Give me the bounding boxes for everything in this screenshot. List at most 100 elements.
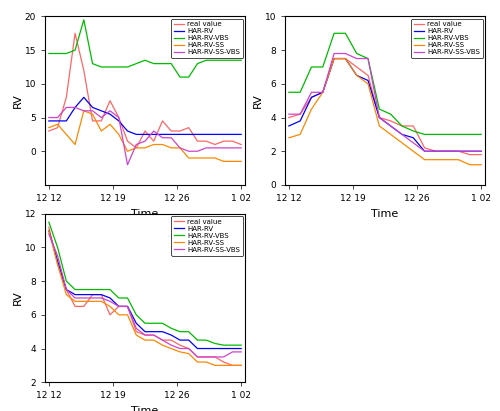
HAR-RV bbox=[203, 346, 209, 351]
real value bbox=[116, 115, 122, 120]
HAR-RV bbox=[98, 292, 104, 297]
HAR-RV-VBS bbox=[81, 17, 87, 22]
HAR-RV-SS bbox=[388, 132, 394, 137]
HAR-RV-SS bbox=[194, 155, 200, 160]
HAR-RV-SS-VBS bbox=[90, 109, 96, 113]
HAR-RV bbox=[230, 132, 235, 137]
HAR-RV bbox=[168, 132, 174, 137]
HAR-RV-VBS bbox=[186, 75, 192, 80]
real value bbox=[230, 363, 235, 368]
HAR-RV-SS bbox=[98, 299, 104, 304]
HAR-RV-VBS bbox=[98, 65, 104, 69]
HAR-RV-SS bbox=[286, 135, 292, 140]
HAR-RV-SS bbox=[54, 262, 60, 267]
real value bbox=[422, 145, 428, 150]
HAR-RV-SS bbox=[124, 312, 130, 317]
HAR-RV-SS-VBS bbox=[399, 132, 405, 137]
HAR-RV-SS-VBS bbox=[134, 326, 140, 331]
HAR-RV-VBS bbox=[46, 219, 52, 224]
X-axis label: Time: Time bbox=[132, 208, 158, 219]
HAR-RV-VBS bbox=[98, 287, 104, 292]
Line: HAR-RV-VBS: HAR-RV-VBS bbox=[49, 20, 241, 77]
HAR-RV-SS bbox=[230, 159, 235, 164]
real value bbox=[456, 149, 462, 154]
Line: real value: real value bbox=[49, 227, 241, 365]
HAR-RV-SS bbox=[134, 145, 140, 150]
real value bbox=[168, 338, 174, 343]
HAR-RV-SS-VBS bbox=[177, 145, 183, 150]
real value bbox=[177, 129, 183, 134]
HAR-RV-SS-VBS bbox=[64, 105, 70, 110]
HAR-RV-SS bbox=[456, 157, 462, 162]
HAR-RV bbox=[212, 132, 218, 137]
HAR-RV-SS bbox=[160, 343, 166, 348]
HAR-RV-SS-VBS bbox=[297, 112, 303, 117]
HAR-RV-SS-VBS bbox=[160, 338, 166, 343]
HAR-RV-SS bbox=[64, 132, 70, 137]
real value bbox=[220, 360, 226, 365]
Y-axis label: RV: RV bbox=[253, 93, 263, 108]
HAR-RV bbox=[107, 112, 113, 117]
real value bbox=[376, 115, 382, 120]
HAR-RV-SS bbox=[116, 132, 122, 137]
real value bbox=[410, 123, 416, 128]
HAR-RV-VBS bbox=[194, 61, 200, 66]
HAR-RV-VBS bbox=[478, 132, 484, 137]
real value bbox=[186, 125, 192, 130]
real value bbox=[286, 115, 292, 120]
real value bbox=[142, 332, 148, 337]
Line: HAR-RV-VBS: HAR-RV-VBS bbox=[289, 33, 481, 134]
Line: HAR-RV: HAR-RV bbox=[289, 58, 481, 151]
HAR-RV-SS bbox=[124, 149, 130, 154]
real value bbox=[238, 142, 244, 147]
HAR-RV-SS-VBS bbox=[467, 149, 473, 154]
HAR-RV-SS bbox=[46, 125, 52, 130]
HAR-RV-SS bbox=[376, 123, 382, 128]
real value bbox=[230, 139, 235, 143]
HAR-RV-SS-VBS bbox=[54, 115, 60, 120]
HAR-RV-VBS bbox=[376, 106, 382, 111]
real value bbox=[134, 145, 140, 150]
HAR-RV bbox=[238, 132, 244, 137]
HAR-RV bbox=[456, 149, 462, 154]
HAR-RV-VBS bbox=[160, 321, 166, 326]
real value bbox=[186, 346, 192, 351]
HAR-RV-SS bbox=[168, 145, 174, 150]
HAR-RV bbox=[297, 118, 303, 123]
HAR-RV-SS-VBS bbox=[116, 304, 122, 309]
real value bbox=[160, 118, 166, 123]
HAR-RV bbox=[354, 73, 360, 78]
HAR-RV-SS-VBS bbox=[81, 109, 87, 113]
real value bbox=[238, 363, 244, 368]
HAR-RV bbox=[160, 329, 166, 334]
HAR-RV-SS bbox=[142, 145, 148, 150]
HAR-RV-SS bbox=[160, 142, 166, 147]
HAR-RV-SS-VBS bbox=[478, 149, 484, 154]
HAR-RV-SS-VBS bbox=[220, 145, 226, 150]
real value bbox=[308, 95, 314, 100]
HAR-RV bbox=[168, 332, 174, 337]
real value bbox=[168, 129, 174, 134]
HAR-RV-VBS bbox=[134, 312, 140, 317]
HAR-RV-SS bbox=[297, 132, 303, 137]
HAR-RV-SS-VBS bbox=[230, 349, 235, 354]
HAR-RV bbox=[116, 118, 122, 123]
HAR-RV-SS bbox=[203, 155, 209, 160]
HAR-RV-SS-VBS bbox=[46, 231, 52, 236]
HAR-RV bbox=[124, 129, 130, 134]
HAR-RV-SS bbox=[220, 363, 226, 368]
HAR-RV-VBS bbox=[177, 75, 183, 80]
HAR-RV-SS bbox=[399, 140, 405, 145]
HAR-RV-SS-VBS bbox=[160, 135, 166, 140]
HAR-RV-VBS bbox=[230, 58, 235, 63]
real value bbox=[90, 292, 96, 297]
HAR-RV-SS-VBS bbox=[72, 296, 78, 300]
HAR-RV-VBS bbox=[399, 123, 405, 128]
HAR-RV bbox=[98, 109, 104, 113]
HAR-RV-SS-VBS bbox=[220, 354, 226, 359]
HAR-RV-SS bbox=[478, 162, 484, 167]
HAR-RV-SS-VBS bbox=[422, 149, 428, 154]
HAR-RV-SS bbox=[90, 299, 96, 304]
real value bbox=[342, 56, 348, 61]
HAR-RV-SS bbox=[72, 299, 78, 304]
